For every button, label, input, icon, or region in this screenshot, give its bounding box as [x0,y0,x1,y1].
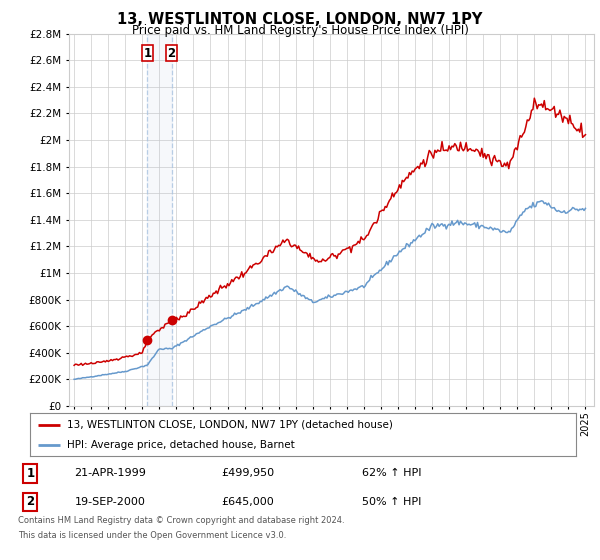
Text: 50% ↑ HPI: 50% ↑ HPI [362,497,421,507]
Text: HPI: Average price, detached house, Barnet: HPI: Average price, detached house, Barn… [67,441,295,450]
Text: 13, WESTLINTON CLOSE, LONDON, NW7 1PY (detached house): 13, WESTLINTON CLOSE, LONDON, NW7 1PY (d… [67,420,393,430]
Bar [148,34,172,406]
Text: 19-SEP-2000: 19-SEP-2000 [74,497,145,507]
Text: £645,000: £645,000 [221,497,274,507]
Text: 2: 2 [26,496,34,508]
Text: 13, WESTLINTON CLOSE, LONDON, NW7 1PY: 13, WESTLINTON CLOSE, LONDON, NW7 1PY [118,12,482,27]
Text: 1: 1 [26,467,34,480]
Text: 1: 1 [143,46,151,59]
Text: Price paid vs. HM Land Registry's House Price Index (HPI): Price paid vs. HM Land Registry's House … [131,24,469,37]
Text: 2: 2 [167,46,176,59]
Text: 21-APR-1999: 21-APR-1999 [74,468,146,478]
Text: Contains HM Land Registry data © Crown copyright and database right 2024.: Contains HM Land Registry data © Crown c… [18,516,344,525]
Text: £499,950: £499,950 [221,468,274,478]
Text: 62% ↑ HPI: 62% ↑ HPI [362,468,422,478]
Text: This data is licensed under the Open Government Licence v3.0.: This data is licensed under the Open Gov… [18,531,286,540]
